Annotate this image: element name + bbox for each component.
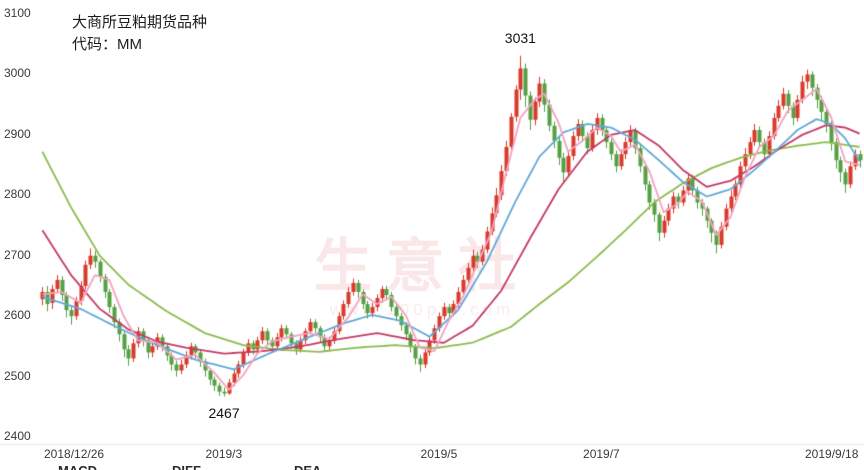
clipped-panel-text: DEA xyxy=(294,464,321,470)
y-axis-label: 2400 xyxy=(4,429,31,443)
chart-title-line1: 大商所豆粕期货品种 xyxy=(72,14,208,31)
y-axis-label: 2900 xyxy=(4,126,31,141)
y-axis-label: 2500 xyxy=(4,368,31,383)
y-axis-label: 3100 xyxy=(4,6,31,20)
price-annotation: 3031 xyxy=(504,29,536,46)
x-axis-label: 2019/5 xyxy=(420,447,458,461)
x-axis-label: 2019/7 xyxy=(583,447,620,461)
y-axis-label: 3000 xyxy=(4,66,31,81)
chart-title-line2: 代码：MM xyxy=(72,36,142,53)
y-axis-label: 2600 xyxy=(4,308,31,323)
x-axis-label: 2019/3 xyxy=(205,447,243,461)
clipped-panel-text: MACD xyxy=(58,464,97,470)
clipped-panel-text: DIFF xyxy=(172,464,201,470)
x-axis-label: 2018/12/26 xyxy=(44,447,105,461)
price-annotation: 2467 xyxy=(208,404,240,421)
chart-title: 大商所豆粕期货品种 代码：MM xyxy=(72,12,207,56)
y-axis-label: 2800 xyxy=(4,187,31,202)
x-axis-label: 2019/9/18 xyxy=(805,447,859,461)
y-axis-label: 2700 xyxy=(4,247,31,262)
